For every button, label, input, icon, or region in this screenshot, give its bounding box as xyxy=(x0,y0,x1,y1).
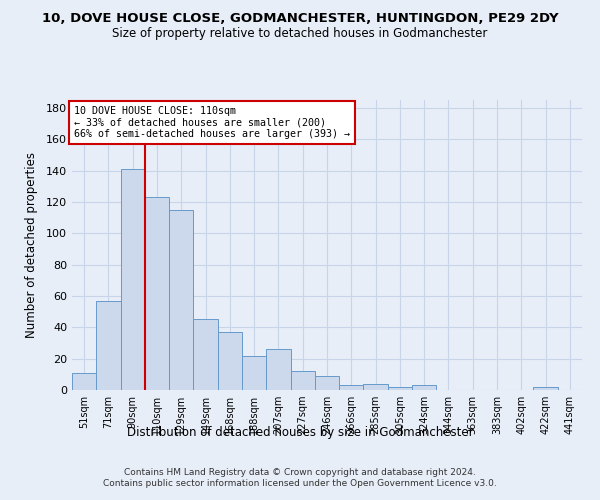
Text: Distribution of detached houses by size in Godmanchester: Distribution of detached houses by size … xyxy=(127,426,473,439)
Bar xyxy=(388,387,412,390)
Text: Size of property relative to detached houses in Godmanchester: Size of property relative to detached ho… xyxy=(112,28,488,40)
Bar xyxy=(290,371,315,390)
Bar xyxy=(96,300,121,390)
Bar xyxy=(242,356,266,390)
Text: 10 DOVE HOUSE CLOSE: 110sqm
← 33% of detached houses are smaller (200)
66% of se: 10 DOVE HOUSE CLOSE: 110sqm ← 33% of det… xyxy=(74,106,350,140)
Bar xyxy=(339,386,364,390)
Bar xyxy=(121,169,145,390)
Bar xyxy=(218,332,242,390)
Bar xyxy=(533,387,558,390)
Bar xyxy=(266,349,290,390)
Bar xyxy=(145,197,169,390)
Bar xyxy=(72,373,96,390)
Bar xyxy=(315,376,339,390)
Bar xyxy=(412,386,436,390)
Text: 10, DOVE HOUSE CLOSE, GODMANCHESTER, HUNTINGDON, PE29 2DY: 10, DOVE HOUSE CLOSE, GODMANCHESTER, HUN… xyxy=(41,12,559,26)
Bar xyxy=(364,384,388,390)
Bar xyxy=(193,320,218,390)
Bar xyxy=(169,210,193,390)
Y-axis label: Number of detached properties: Number of detached properties xyxy=(25,152,38,338)
Text: Contains HM Land Registry data © Crown copyright and database right 2024.
Contai: Contains HM Land Registry data © Crown c… xyxy=(103,468,497,487)
